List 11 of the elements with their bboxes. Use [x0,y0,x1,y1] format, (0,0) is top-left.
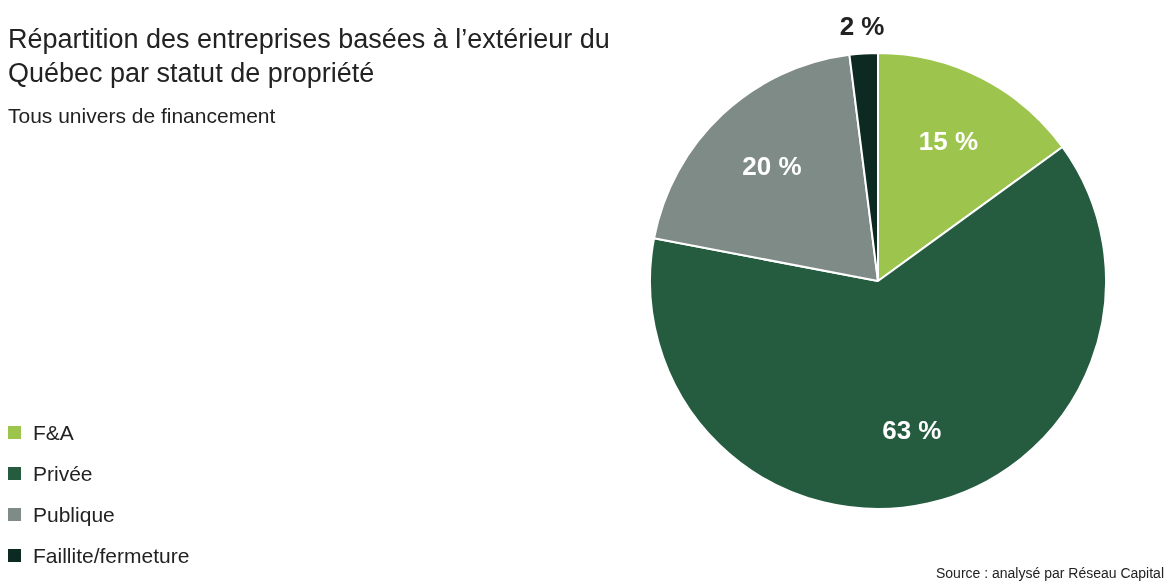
legend-label: F&A [33,420,74,445]
data-label: 15 % [918,126,979,157]
data-label: 2 % [839,10,885,41]
legend-label: Publique [33,502,115,527]
data-label: 63 % [882,415,942,446]
source-note: Source : analysé par Réseau Capital [935,565,1164,581]
text: Tous univers de financement [8,104,276,128]
data-label: 20 % [742,151,802,182]
text: Répartition des entreprises basées à l’extérieur du Québec par statut de propriété [8,23,611,90]
legend-label: Faillite/fermeture [33,543,190,568]
legend-label: Privée [33,461,93,486]
